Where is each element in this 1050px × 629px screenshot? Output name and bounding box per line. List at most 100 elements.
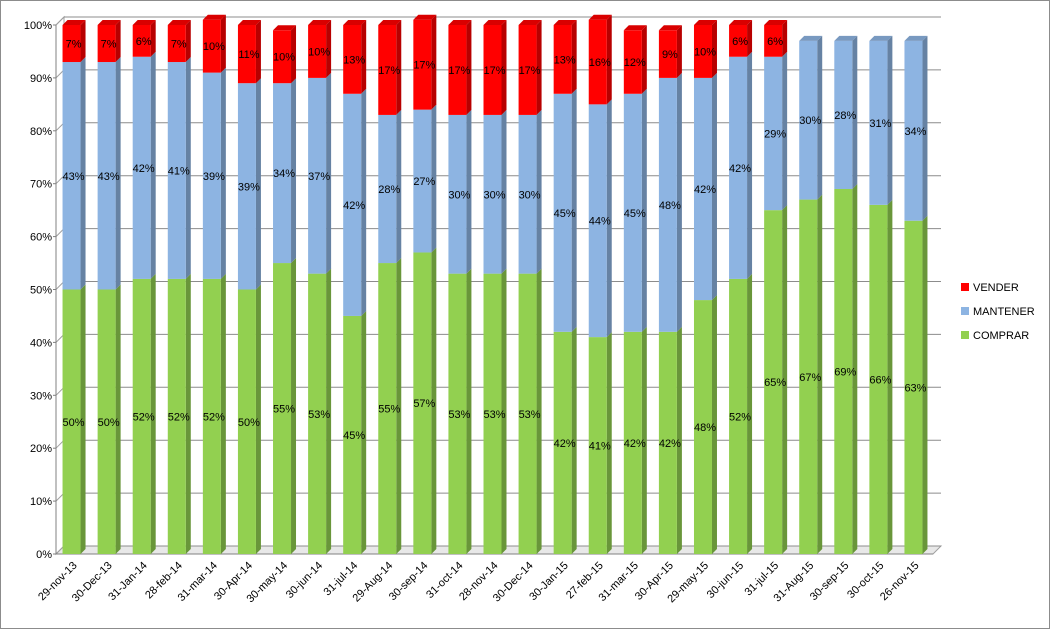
- bar-mantener: [483, 114, 502, 274]
- data-label-comprar: 50%: [98, 417, 120, 429]
- bar-mantener-side: [150, 51, 156, 279]
- data-label-comprar: 42%: [554, 438, 576, 450]
- bar-comprar: [834, 188, 853, 555]
- y-tick-label: 50%: [30, 285, 52, 297]
- bar-top: [588, 14, 612, 20]
- data-label-comprar: 48%: [694, 422, 716, 434]
- bar-vender-side: [115, 20, 121, 63]
- bar-vender: [167, 25, 186, 63]
- bar-top: [202, 14, 226, 20]
- gridline-slant: [55, 16, 65, 26]
- bar-comprar: [343, 315, 362, 554]
- data-label-mantener: 43%: [63, 171, 85, 183]
- bar-mantener-side: [711, 72, 717, 301]
- legend: VENDER MANTENER COMPRAR: [961, 282, 1035, 342]
- bar-comprar-side: [711, 295, 717, 554]
- bar-mantener-side: [255, 78, 261, 290]
- bar-top: [658, 25, 682, 31]
- x-tick-label: 30-Jan-15: [527, 560, 571, 604]
- y-tick-label: 80%: [30, 126, 52, 138]
- bar-comprar-side: [747, 273, 753, 554]
- bar-vender: [764, 25, 783, 57]
- data-label-vender: 13%: [343, 54, 365, 66]
- bar-top: [834, 35, 858, 41]
- y-tick-label: 40%: [30, 337, 52, 349]
- bar-vender-side: [711, 20, 717, 78]
- bar-vender-side: [606, 14, 612, 105]
- y-tick-label: 100%: [24, 20, 52, 32]
- data-label-mantener: 43%: [98, 171, 120, 183]
- bar-comprar: [378, 263, 397, 554]
- bar-mantener: [729, 56, 748, 279]
- data-label-comprar: 66%: [869, 374, 891, 386]
- bar-mantener: [518, 114, 537, 274]
- legend-swatch-mantener: [961, 307, 969, 315]
- bar-comprar: [869, 204, 888, 555]
- data-label-mantener: 31%: [869, 118, 891, 130]
- bar-mantener: [904, 40, 923, 221]
- bar-vender: [448, 25, 467, 115]
- bar-mantener-side: [571, 88, 577, 332]
- bar-top: [62, 20, 86, 25]
- bar-top: [764, 20, 788, 25]
- data-label-mantener: 34%: [904, 126, 926, 138]
- data-label-mantener: 42%: [694, 184, 716, 196]
- bar-vender-side: [150, 20, 156, 57]
- data-label-mantener: 34%: [273, 168, 295, 180]
- bar-mantener-side: [115, 57, 121, 290]
- data-label-mantener: 39%: [203, 171, 225, 183]
- bar-comprar: [904, 220, 923, 555]
- bar-top: [729, 20, 753, 25]
- bar-vender: [729, 25, 748, 57]
- data-label-vender: 17%: [413, 60, 435, 72]
- bar-comprar: [729, 278, 748, 554]
- bar-mantener-side: [326, 72, 332, 274]
- bar-comprar-side: [852, 183, 858, 555]
- bar-vender: [693, 25, 712, 78]
- bar-comprar-side: [606, 332, 612, 554]
- data-label-mantener: 41%: [168, 165, 190, 177]
- data-label-vender: 17%: [483, 65, 505, 77]
- bar-comprar-side: [80, 284, 86, 554]
- bar-mantener-side: [361, 88, 367, 316]
- data-label-comprar: 52%: [729, 411, 751, 423]
- bar-comprar-side: [501, 268, 507, 554]
- bar-comprar-side: [817, 194, 823, 554]
- bar-top: [343, 20, 367, 25]
- data-label-comprar: 57%: [413, 398, 435, 410]
- data-label-vender: 17%: [519, 65, 541, 77]
- bar-top: [799, 35, 823, 41]
- bar-top: [904, 35, 928, 41]
- data-label-mantener: 42%: [729, 163, 751, 175]
- data-label-mantener: 28%: [378, 184, 400, 196]
- bar-vender-side: [291, 25, 297, 84]
- bar-vender-side: [431, 14, 437, 110]
- bar-vender-side: [782, 20, 788, 57]
- bar-vender: [308, 25, 327, 78]
- data-label-comprar: 52%: [133, 411, 155, 423]
- bar-comprar-side: [922, 215, 928, 555]
- data-label-vender: 11%: [238, 49, 259, 61]
- data-label-vender: 10%: [273, 52, 295, 64]
- bar-comprar: [518, 273, 537, 554]
- bar-comprar-side: [782, 205, 788, 554]
- y-tick-label: 0%: [36, 549, 52, 561]
- data-label-mantener: 37%: [308, 171, 330, 183]
- data-label-mantener: 30%: [799, 115, 821, 127]
- x-tick-label: 31-Jan-14: [106, 560, 150, 604]
- data-label-comprar: 50%: [63, 417, 85, 429]
- data-label-mantener: 42%: [133, 163, 155, 175]
- bar-comprar-side: [220, 273, 226, 554]
- data-label-mantener: 39%: [238, 181, 260, 193]
- y-tick-label: 10%: [30, 496, 52, 508]
- bar-vender: [518, 25, 537, 115]
- bar-mantener: [62, 62, 81, 290]
- bar-mantener-side: [396, 109, 402, 264]
- data-label-vender: 10%: [308, 46, 330, 58]
- bar-mantener-side: [80, 57, 86, 290]
- bar-mantener-side: [536, 109, 542, 274]
- data-label-mantener: 28%: [834, 110, 856, 122]
- data-label-mantener: 30%: [448, 189, 470, 201]
- bar-mantener-side: [606, 99, 612, 338]
- bar-mantener: [834, 40, 853, 189]
